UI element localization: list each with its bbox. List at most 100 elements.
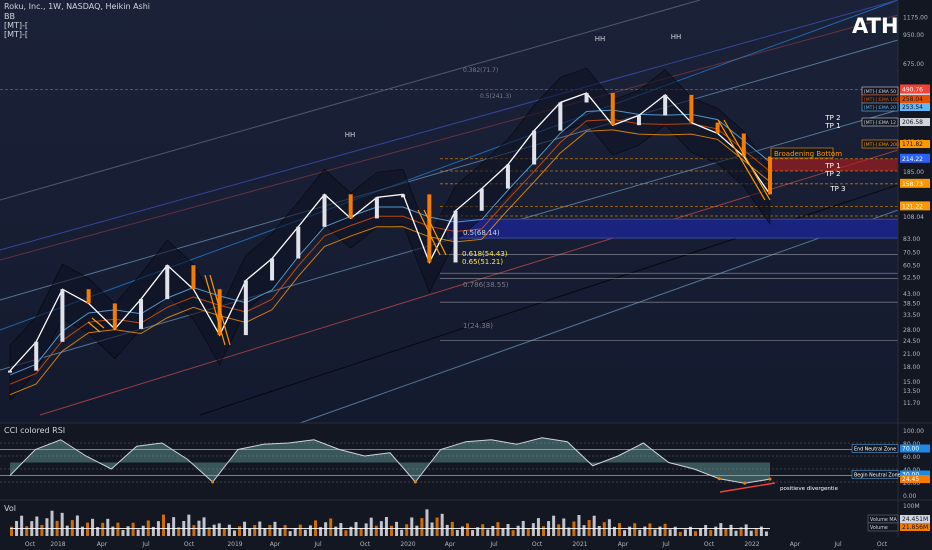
wedge-line xyxy=(423,209,447,256)
volume-bar xyxy=(607,519,611,536)
time-axis-label: Jul xyxy=(833,541,842,548)
volume-bar xyxy=(172,517,176,536)
volume-bar xyxy=(364,523,368,536)
wedge-line xyxy=(417,209,441,256)
time-axis-label: Apr xyxy=(97,541,108,548)
trend-channel-line xyxy=(299,209,899,424)
price-candle xyxy=(584,93,589,103)
time-axis-label: 2020 xyxy=(400,541,415,548)
price-scale-label: 52.50 xyxy=(903,274,920,281)
price-scale-label: 43.00 xyxy=(903,291,920,298)
time-axis-label: Apr xyxy=(270,541,281,548)
volume-bar xyxy=(688,526,692,536)
wedge-line xyxy=(209,274,231,346)
time-axis-label: Apr xyxy=(618,541,629,548)
fib-level-label: 0.618(54.43) xyxy=(462,250,508,258)
volume-bar xyxy=(238,526,241,536)
time-axis-label: Apr xyxy=(445,541,456,548)
volume-legend-value-box xyxy=(900,523,930,531)
volume-legend-tag xyxy=(867,522,899,532)
ma-price-tag-value: 258.04 xyxy=(902,96,923,103)
volume-bar xyxy=(207,527,211,536)
volume-bar xyxy=(324,522,328,536)
rsi-line xyxy=(9,437,771,484)
ma-price-tag-value: 171.82 xyxy=(902,141,923,148)
tp-label: TP 3 xyxy=(829,185,845,193)
price-line xyxy=(9,92,771,372)
rsi-zone-tag-label: Begin Neutral Zone xyxy=(854,473,901,479)
fib-level-label: 0.65(51.21) xyxy=(462,258,503,266)
rsi-oversold-point xyxy=(211,480,215,484)
resistance-zone-box xyxy=(770,158,898,172)
volume-bar xyxy=(668,529,672,536)
price-candle xyxy=(427,194,432,263)
volume-bar xyxy=(111,526,115,536)
volume-bar xyxy=(562,518,566,536)
volume-bar xyxy=(283,525,287,536)
price-candle xyxy=(139,299,144,329)
price-candle xyxy=(374,197,379,219)
hh-label: HH xyxy=(345,131,356,139)
volume-bar xyxy=(192,525,196,536)
rsi-zone-value-box xyxy=(900,444,930,453)
price-candle xyxy=(270,258,275,281)
tp-label: TP 1 xyxy=(824,162,840,170)
price-scale-label: 1175.00 xyxy=(903,14,928,21)
volume-bar xyxy=(526,528,530,536)
volume-bar xyxy=(80,526,84,536)
volume-bar xyxy=(450,521,454,536)
price-candle xyxy=(505,164,510,189)
support-zone-box xyxy=(447,218,899,239)
volume-bar xyxy=(217,523,221,536)
volume-bar xyxy=(415,525,419,536)
indicator-mt2-label[interactable]: [MT]-[ xyxy=(4,30,29,39)
volume-bar xyxy=(552,515,556,536)
price-candle xyxy=(558,102,563,131)
wedge-line xyxy=(204,274,226,346)
volume-bar xyxy=(759,526,763,536)
volume-bar xyxy=(663,523,667,536)
volume-bar xyxy=(476,527,480,536)
ma-price-tag-label: [MT]-[:EMA 12 xyxy=(864,120,896,126)
volume-bar xyxy=(374,525,378,536)
indicator-mt1-label[interactable]: [MT]-[ xyxy=(4,21,29,30)
time-axis-label: 2021 xyxy=(572,541,587,548)
volume-bar xyxy=(298,524,302,536)
chart-title: Roku, Inc., 1W, NASDAQ, Heikin Ashi xyxy=(4,2,151,11)
volume-bar xyxy=(273,521,277,536)
volume-pane-title: Vol xyxy=(4,504,16,513)
time-axis-label: 2018 xyxy=(50,541,65,548)
rsi-zone-value: 30.00 xyxy=(902,472,919,479)
price-scale-label: 24.50 xyxy=(903,338,920,345)
level-price-tag xyxy=(900,201,930,211)
volume-bar xyxy=(542,526,545,536)
rsi-oversold-point xyxy=(717,477,721,481)
price-scale-label: 38.50 xyxy=(903,300,920,307)
indicator-bb-label[interactable]: BB xyxy=(4,12,15,21)
volume-bar xyxy=(587,520,591,536)
volume-bar xyxy=(673,526,677,536)
volume-bar xyxy=(597,525,601,536)
volume-bar xyxy=(187,514,191,536)
volume-bar xyxy=(592,515,596,536)
volume-bar xyxy=(704,525,708,536)
volume-bar xyxy=(694,531,697,536)
ma-price-tag-label: [MT]-[:EMA 200 xyxy=(864,142,899,148)
price-candle xyxy=(348,194,353,219)
ma-price-tag-label: [MT]-[:EMA 100 xyxy=(864,97,899,103)
volume-bar xyxy=(151,526,155,536)
rsi-oversold-point xyxy=(413,480,417,484)
volume-bar xyxy=(212,524,216,536)
time-axis-label: Oct xyxy=(360,541,371,548)
volume-bar xyxy=(50,510,54,536)
volume-bar xyxy=(749,530,753,536)
volume-bar xyxy=(466,523,469,536)
volume-bar xyxy=(400,529,404,536)
rsi-scale-label: 100.00 xyxy=(903,428,924,435)
ma-price-tag-value-box xyxy=(900,140,930,148)
level-price-tag-value: 214.22 xyxy=(902,156,923,163)
volume-bar xyxy=(359,528,363,536)
volume-bar xyxy=(116,522,120,536)
volume-bar xyxy=(329,518,333,536)
